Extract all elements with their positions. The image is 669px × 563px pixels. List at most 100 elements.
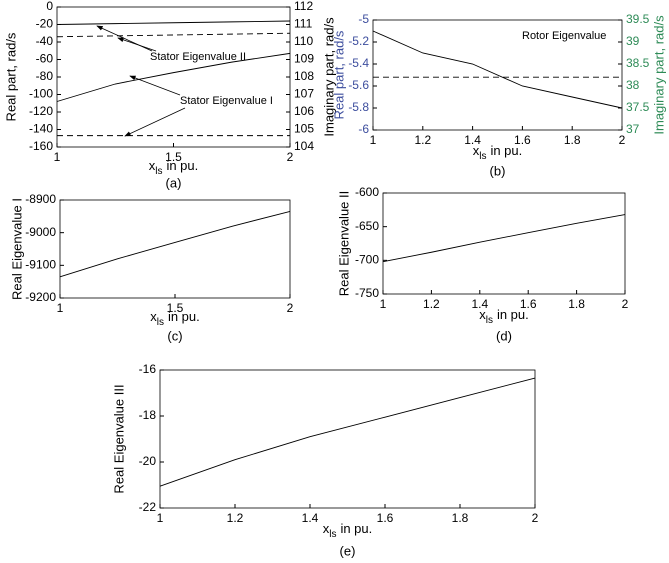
y2-tick-label: 39.5 (626, 12, 650, 26)
x-tick-label: 1.4 (302, 511, 319, 525)
y-tick-label: -40 (36, 34, 54, 48)
x-tick-label: 2 (532, 511, 539, 525)
annotation-arrow (117, 37, 157, 52)
x-tick-label: 1.4 (471, 297, 488, 311)
annotation-arrow (129, 75, 181, 96)
y-tick-label: -60 (36, 52, 54, 66)
panel-label: (d) (496, 328, 512, 343)
y-tick-label: -650 (355, 219, 379, 233)
y-tick-label: -9000 (25, 225, 56, 239)
data-line (56, 52, 291, 102)
x-tick-label: 1.2 (227, 511, 244, 525)
y-tick-label: 0 (46, 0, 53, 13)
x-tick-label: 1 (157, 511, 164, 525)
y2-axis-label: Imaginary part, rad/s (321, 17, 336, 137)
y-tick-label: -16 (139, 362, 157, 376)
x-tick-label: 2 (287, 301, 294, 315)
x-tick-label: 1.6 (377, 511, 394, 525)
y-axis-label: Real Eigenvalue I (9, 198, 24, 300)
panel-label: (b) (490, 163, 506, 178)
x-axis-label: xls in pu. (473, 143, 523, 161)
x-label-suffix: in pu. (340, 521, 372, 536)
y-tick-label: -8900 (25, 192, 56, 206)
x-label-base: x (149, 158, 156, 173)
y-tick-label: -140 (29, 122, 53, 136)
x-tick-label: 2 (622, 297, 629, 311)
x-tick-label: 1 (380, 297, 387, 311)
x-axis-label: xls in pu. (479, 307, 529, 325)
x-tick-label: 1 (54, 150, 61, 164)
x-label-base: x (473, 143, 480, 158)
plot-frame (382, 192, 626, 295)
data-line (159, 377, 536, 487)
y-tick-label: -100 (29, 87, 53, 101)
y-tick-label: -20 (139, 454, 157, 468)
y-tick-label: -9200 (25, 290, 56, 304)
x-tick-label: 2 (619, 133, 626, 147)
x-label-subscript: ls (479, 151, 486, 162)
y-axis-label: Real part, rad/s (331, 30, 346, 119)
y2-tick-label: 39 (626, 34, 640, 48)
annotation: Stator Eigenvalue I (180, 95, 273, 107)
plot-frame (159, 369, 536, 509)
y-axis-label: Real Eigenvalue III (111, 384, 126, 493)
x-label-suffix: in pu. (168, 309, 200, 324)
y-tick-label: -750 (355, 286, 379, 300)
plot-frame (56, 6, 291, 148)
y-tick-label: -160 (29, 139, 53, 153)
y-axis-label: Real part, rad/s (3, 32, 18, 121)
y2-axis-label: Imaginary part, rad/s (651, 15, 666, 135)
y2-tick-label: 112 (294, 0, 313, 13)
y2-tick-label: 37 (626, 122, 640, 136)
y-tick-label: -5 (358, 12, 369, 26)
x-label-base: x (479, 307, 486, 322)
y-tick-label: -5.4 (348, 56, 369, 70)
y-tick-label: -5.2 (348, 34, 369, 48)
annotation: Rotor Eigenvalue (522, 30, 606, 42)
x-label-base: x (150, 309, 157, 324)
data-line (372, 30, 623, 109)
y2-tick-label: 105 (294, 122, 314, 136)
x-tick-label: 1 (370, 133, 377, 147)
x-label-suffix: in pu. (490, 143, 522, 158)
y2-tick-label: 110 (294, 34, 313, 48)
x-label-subscript: ls (486, 315, 493, 326)
y2-tick-label: 109 (294, 52, 314, 66)
x-tick-label: 1.6 (520, 297, 537, 311)
y2-tick-label: 38.5 (626, 56, 650, 70)
x-label-base: x (323, 521, 330, 536)
y2-tick-label: 104 (294, 139, 314, 153)
y-tick-label: -700 (355, 253, 379, 267)
y2-tick-label: 38 (626, 78, 640, 92)
x-label-subscript: ls (155, 166, 162, 177)
x-tick-label: 1.2 (423, 297, 440, 311)
plot-frame (372, 19, 623, 131)
y2-tick-label: 107 (294, 87, 314, 101)
y-axis-label: Real Eigenvalue II (336, 191, 351, 297)
annotation: Stator Eigenvalue II (150, 51, 246, 63)
data-line (56, 32, 291, 38)
plot-frame (59, 199, 291, 299)
x-label-subscript: ls (329, 529, 336, 540)
y-tick-label: -120 (29, 104, 53, 118)
x-axis-label: xls in pu. (323, 521, 373, 539)
y-tick-label: -18 (139, 408, 157, 422)
y-tick-label: -20 (36, 17, 54, 31)
x-tick-label: 1.6 (514, 133, 531, 147)
x-axis-label: xls in pu. (149, 158, 199, 176)
data-line (382, 214, 626, 263)
x-tick-label: 1.5 (167, 301, 184, 315)
x-tick-label: 1.2 (414, 133, 431, 147)
y2-tick-label: 108 (294, 69, 314, 83)
y-tick-label: -22 (139, 500, 157, 514)
y-tick-label: -5.8 (348, 100, 369, 114)
y2-tick-label: 37.5 (626, 100, 650, 114)
y-tick-label: -80 (36, 69, 54, 83)
y-tick-label: -600 (355, 185, 379, 199)
data-line (56, 20, 291, 25)
x-tick-label: 1.8 (564, 133, 581, 147)
y-tick-label: -6 (358, 122, 369, 136)
x-label-suffix: in pu. (166, 158, 198, 173)
panel-label: (e) (340, 543, 356, 558)
